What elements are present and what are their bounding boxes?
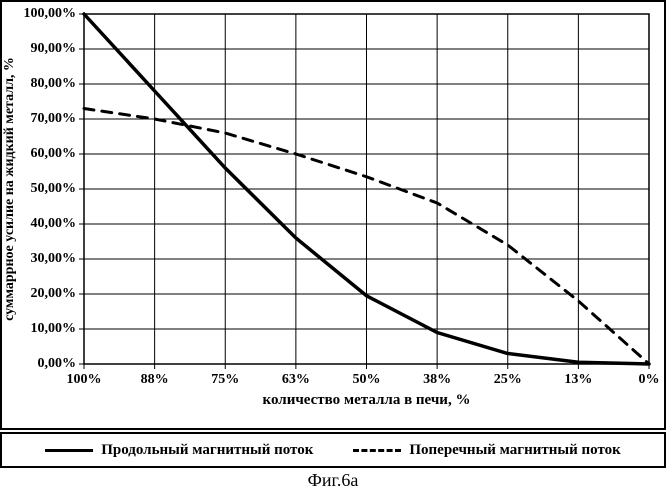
y-tick-label: 20,00% (31, 286, 77, 302)
chart-container: 0,00% 10,00% 20,00% 30,00% 40,00% 50,00% 60,00… (0, 0, 666, 430)
legend-label-dashed: Поперечный магнитный поток (409, 442, 620, 459)
legend-swatch-solid (45, 449, 93, 452)
y-axis-label: суммаррное усилие на жидкий металл, % (2, 57, 18, 321)
chart-svg (2, 2, 664, 428)
x-tick-label: 100% (67, 372, 102, 388)
legend-item-solid: Продольный магнитный поток (45, 442, 313, 459)
y-tick-label: 60,00% (31, 146, 77, 162)
y-tick-label: 80,00% (31, 76, 77, 92)
x-tick-label: 0% (639, 372, 660, 388)
figure-caption: Фиг.6а (0, 470, 666, 491)
x-axis-label: количество металла в печи, % (263, 392, 471, 409)
legend: Продольный магнитный поток Поперечный ма… (0, 432, 666, 468)
x-tick-label: 25% (494, 372, 522, 388)
x-tick-label: 88% (141, 372, 169, 388)
y-tick-label: 30,00% (31, 251, 77, 267)
figure: 0,00% 10,00% 20,00% 30,00% 40,00% 50,00% 60,00… (0, 0, 666, 500)
x-tick-label: 75% (211, 372, 239, 388)
y-tick-label: 40,00% (31, 216, 77, 232)
legend-swatch-dashed (353, 449, 401, 452)
legend-item-dashed: Поперечный магнитный поток (353, 442, 620, 459)
y-tick-label: 50,00% (31, 181, 77, 197)
x-tick-label: 50% (353, 372, 381, 388)
y-tick-label: 70,00% (31, 111, 77, 127)
x-tick-label: 13% (564, 372, 592, 388)
legend-label-solid: Продольный магнитный поток (101, 442, 313, 459)
y-tick-label: 0,00% (38, 356, 77, 372)
y-tick-label: 100,00% (24, 6, 77, 22)
x-tick-label: 38% (423, 372, 451, 388)
x-tick-label: 63% (282, 372, 310, 388)
y-tick-label: 90,00% (31, 41, 77, 57)
y-tick-label: 10,00% (31, 321, 77, 337)
